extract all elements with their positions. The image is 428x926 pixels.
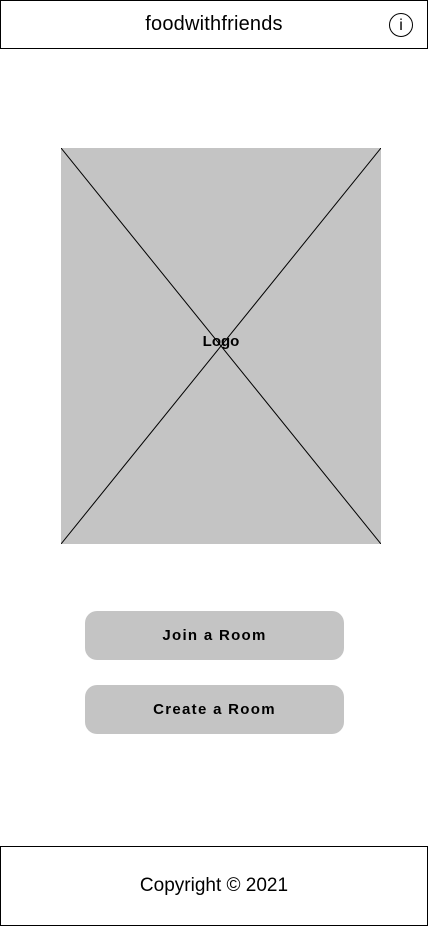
info-icon-glyph: i: [399, 17, 403, 34]
info-button[interactable]: i: [389, 13, 413, 37]
copyright-text: Copyright © 2021: [139, 875, 289, 896]
app-header: foodwithfriends i: [0, 0, 428, 49]
logo-placeholder: Logo: [61, 148, 381, 544]
logo-label: Logo: [202, 333, 240, 350]
app-footer: Copyright © 2021: [0, 846, 428, 926]
create-room-button[interactable]: Create a Room: [85, 685, 344, 734]
app-title: foodwithfriends: [145, 13, 283, 35]
join-room-button[interactable]: Join a Room: [85, 611, 344, 660]
placeholder-cross-icon: [61, 148, 381, 544]
info-icon: i: [399, 17, 403, 34]
